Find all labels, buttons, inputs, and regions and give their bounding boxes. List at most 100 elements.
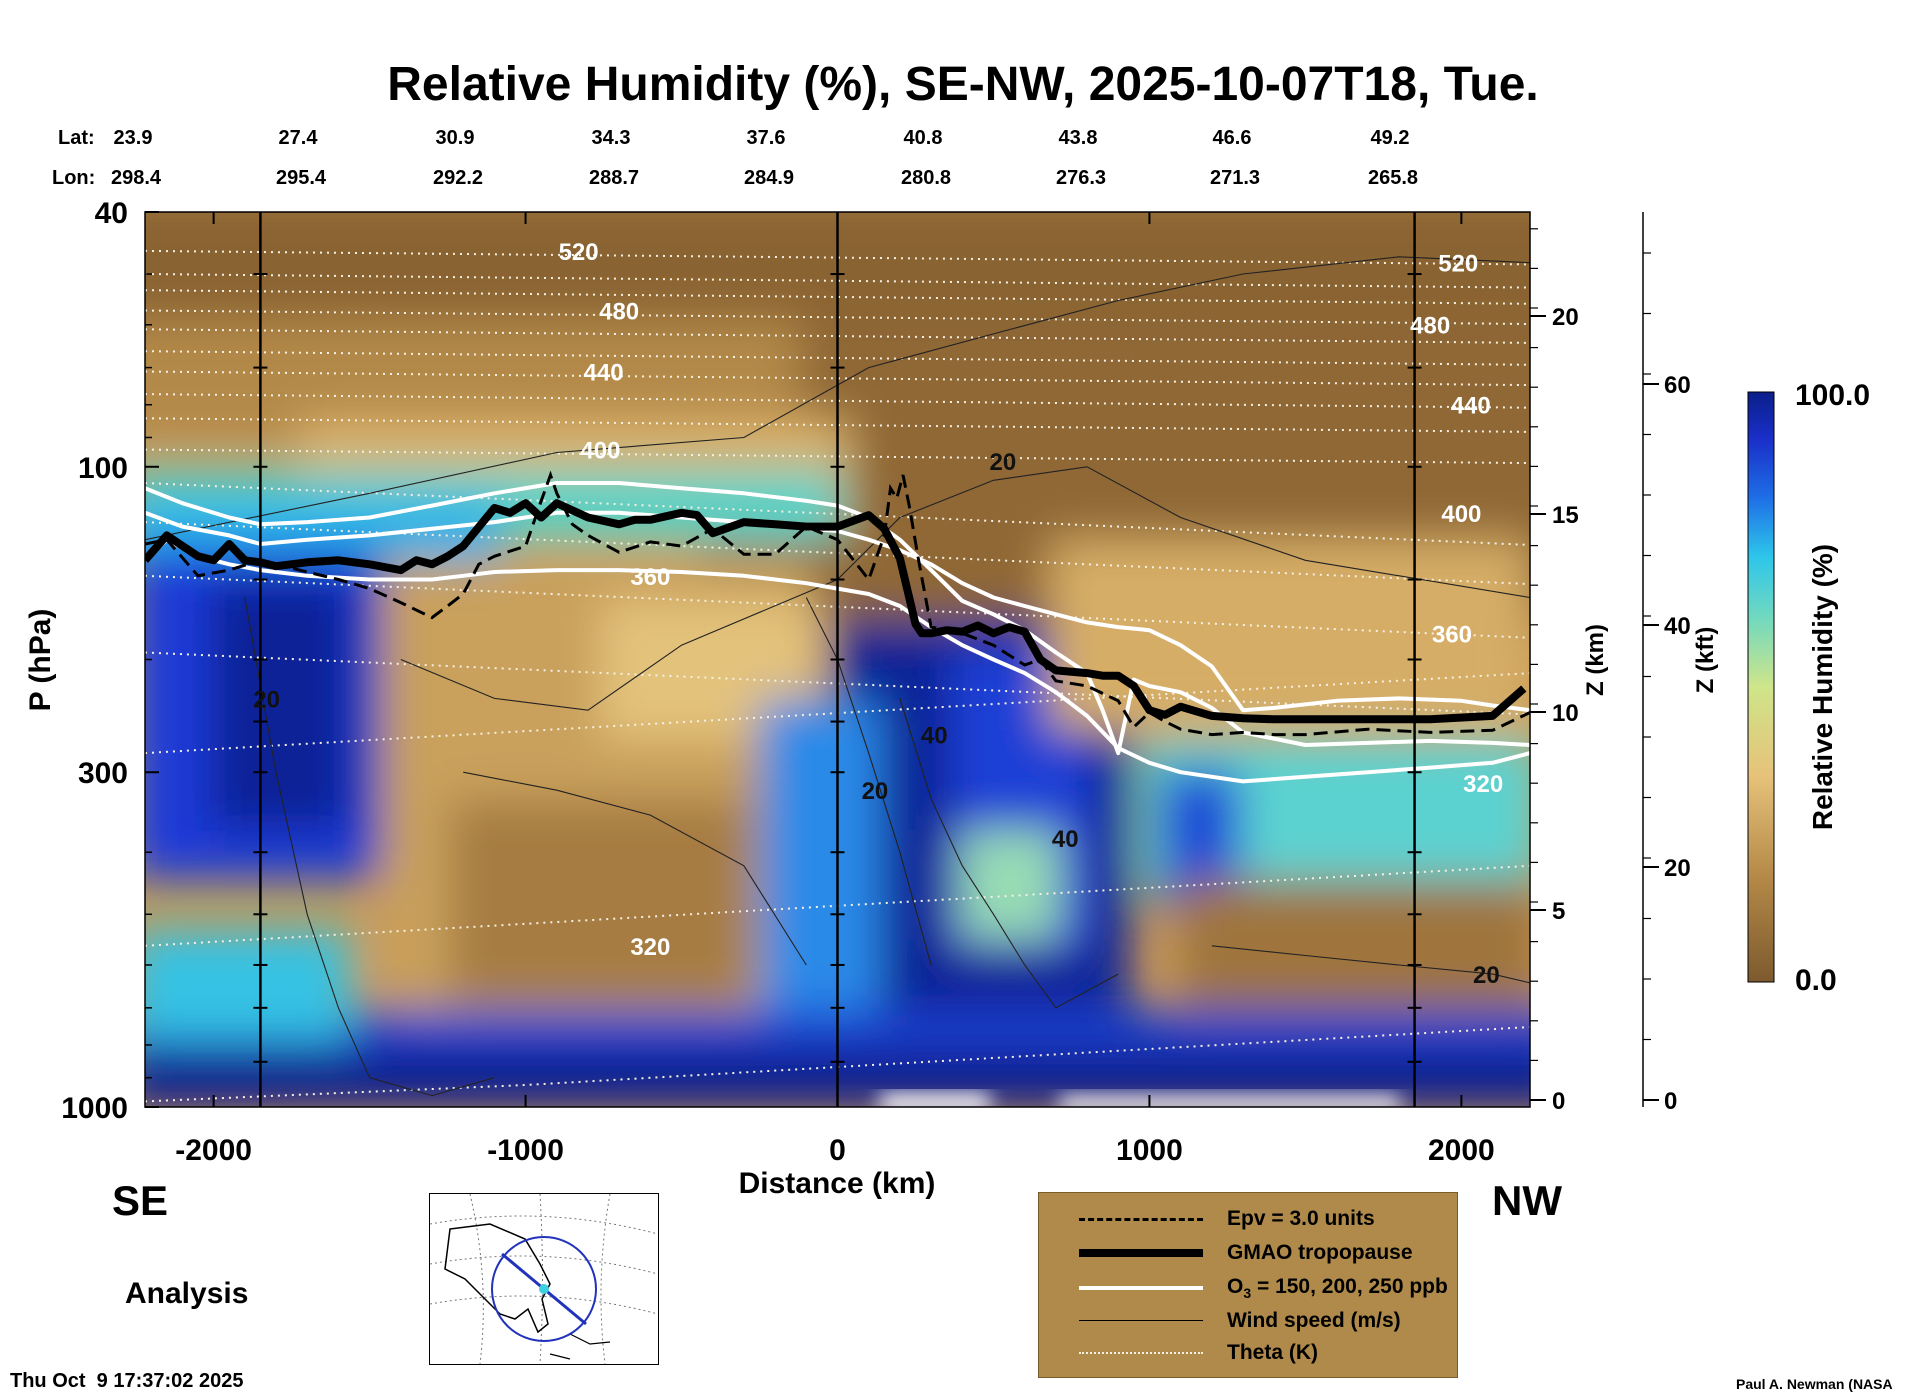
ozone-contour bbox=[145, 537, 1530, 784]
lat-value: 27.4 bbox=[279, 127, 319, 149]
wind-label: 40 bbox=[1052, 826, 1079, 853]
x-tick-label: -2000 bbox=[175, 1134, 252, 1167]
theta-line bbox=[145, 370, 1530, 387]
lat-value: 46.6 bbox=[1213, 127, 1252, 149]
lon-value: 295.4 bbox=[276, 167, 327, 189]
theta-line bbox=[145, 393, 1530, 409]
legend-item-wind: Wind speed (m/s) bbox=[1039, 1305, 1457, 1337]
theta-line bbox=[145, 328, 1530, 344]
z-kft-tick-label: 60 bbox=[1664, 372, 1691, 399]
x-axis: -2000 -1000 0 1000 2000 bbox=[175, 212, 1495, 1167]
location-inset-map bbox=[429, 1193, 659, 1365]
z-kft-tick-label: 20 bbox=[1664, 855, 1691, 882]
colorbar-min-label: 0.0 bbox=[1795, 964, 1837, 997]
z-km-tick-label: 15 bbox=[1552, 502, 1579, 529]
lat-value: 34.3 bbox=[592, 127, 631, 149]
x-tick-label: 2000 bbox=[1428, 1134, 1495, 1167]
legend-label: Wind speed (m/s) bbox=[1227, 1309, 1401, 1332]
legend-item-theta: Theta (K) bbox=[1039, 1337, 1457, 1369]
lon-value: 288.7 bbox=[589, 167, 639, 189]
lat-lon-values: 23.9 27.4 30.9 34.3 37.6 40.8 43.8 46.6 49.2 298.… bbox=[111, 127, 1418, 189]
legend-label-ozone: O3 = 150, 200, 250 ppb bbox=[1227, 1275, 1448, 1301]
theta-label: 400 bbox=[580, 438, 620, 465]
legend-label: Epv = 3.0 units bbox=[1227, 1207, 1375, 1230]
z-kft-axis-label: Z (kft) bbox=[1692, 627, 1719, 694]
lat-value: 23.9 bbox=[114, 127, 153, 149]
theta-line bbox=[145, 417, 1530, 433]
wind-labels: 20 20 40 20 40 20 bbox=[253, 449, 1499, 989]
theta-label: 480 bbox=[599, 298, 639, 325]
wind-contour bbox=[1211, 945, 1530, 984]
wind-contour bbox=[400, 466, 1530, 711]
theta-label: 480 bbox=[1410, 313, 1450, 340]
theta-line bbox=[145, 448, 1530, 465]
lon-value: 271.3 bbox=[1210, 167, 1260, 189]
wind-contour bbox=[805, 597, 932, 966]
theta-label: 360 bbox=[1432, 621, 1472, 648]
legend-label: GMAO tropopause bbox=[1227, 1241, 1413, 1264]
legend-label: Theta (K) bbox=[1227, 1341, 1318, 1364]
ozone-levels: = 150, 200, 250 ppb bbox=[1251, 1275, 1448, 1298]
theta-label: 360 bbox=[630, 564, 670, 591]
wind-contour bbox=[899, 698, 1119, 1009]
lat-value: 40.8 bbox=[904, 127, 943, 149]
theta-label: 320 bbox=[630, 934, 670, 961]
ozone-symbol: O bbox=[1227, 1275, 1244, 1298]
wind-label: 20 bbox=[253, 686, 280, 713]
z-km-tick-label: 10 bbox=[1552, 700, 1579, 727]
z-km-axis-label: Z (km) bbox=[1582, 624, 1609, 696]
y-axis-label: P (hPa) bbox=[24, 609, 57, 712]
wind-label: 20 bbox=[862, 778, 889, 805]
z-km-tick-label: 0 bbox=[1552, 1088, 1565, 1115]
legend-swatch-dashed bbox=[1079, 1218, 1203, 1221]
legend-swatch-white bbox=[1079, 1286, 1203, 1290]
legend: Epv = 3.0 units GMAO tropopause O3 = 150… bbox=[1038, 1192, 1458, 1378]
colorbar bbox=[1747, 391, 1775, 983]
theta-line bbox=[145, 350, 1530, 366]
z-kft-tick-label: 40 bbox=[1664, 613, 1691, 640]
wind-contour bbox=[463, 771, 807, 966]
lat-value: 49.2 bbox=[1371, 127, 1410, 149]
theta-label: 440 bbox=[1451, 393, 1491, 420]
wind-label: 20 bbox=[989, 449, 1016, 476]
y-tick-label: 1000 bbox=[61, 1092, 128, 1125]
theta-label: 520 bbox=[1438, 251, 1478, 278]
humidity-field bbox=[145, 212, 1530, 1107]
lon-value: 284.9 bbox=[744, 167, 794, 189]
analysis-label: Analysis bbox=[125, 1277, 249, 1310]
theta-label: 440 bbox=[584, 360, 624, 387]
lon-row-label: Lon: bbox=[52, 167, 95, 189]
section-vertical-lines bbox=[253, 212, 1422, 1107]
legend-item-epv: Epv = 3.0 units bbox=[1039, 1203, 1457, 1235]
se-label: SE bbox=[112, 1177, 169, 1224]
tropopause-line bbox=[145, 499, 1527, 724]
ozone-subscript: 3 bbox=[1243, 1285, 1252, 1302]
theta-label: 520 bbox=[559, 239, 599, 266]
nw-label: NW bbox=[1492, 1177, 1562, 1224]
wind-contour bbox=[244, 597, 495, 1097]
z-km-tick-label: 20 bbox=[1552, 304, 1579, 331]
x-tick-label: 0 bbox=[829, 1134, 846, 1167]
legend-item-tropopause: GMAO tropopause bbox=[1039, 1237, 1457, 1269]
legend-swatch-thick bbox=[1079, 1249, 1203, 1257]
timestamp: Thu Oct 9 17:37:02 2025 bbox=[10, 1370, 244, 1392]
lat-value: 37.6 bbox=[747, 127, 786, 149]
wind-label: 40 bbox=[921, 723, 948, 750]
legend-item-ozone: O3 = 150, 200, 250 ppb bbox=[1039, 1271, 1457, 1303]
theta-line bbox=[145, 273, 1530, 289]
z-km-tick-label: 5 bbox=[1552, 898, 1565, 925]
inset-map-graphic bbox=[429, 1193, 659, 1365]
x-tick-label: 1000 bbox=[1116, 1134, 1183, 1167]
z-kft-tick-label: 0 bbox=[1664, 1088, 1677, 1115]
wind-speed-contours bbox=[145, 256, 1530, 1097]
chart-title: Relative Humidity (%), SE-NW, 2025-10-07… bbox=[387, 58, 1538, 111]
legend-swatch-dotted bbox=[1079, 1352, 1203, 1354]
credit: Paul A. Newman (NASA bbox=[1736, 1376, 1893, 1392]
theta-line bbox=[145, 289, 1530, 305]
y-tick-label: 300 bbox=[78, 757, 128, 790]
x-tick-label: -1000 bbox=[487, 1134, 564, 1167]
lat-value: 30.9 bbox=[436, 127, 475, 149]
lon-value: 298.4 bbox=[111, 167, 162, 189]
x-axis-label: Distance (km) bbox=[739, 1167, 936, 1200]
